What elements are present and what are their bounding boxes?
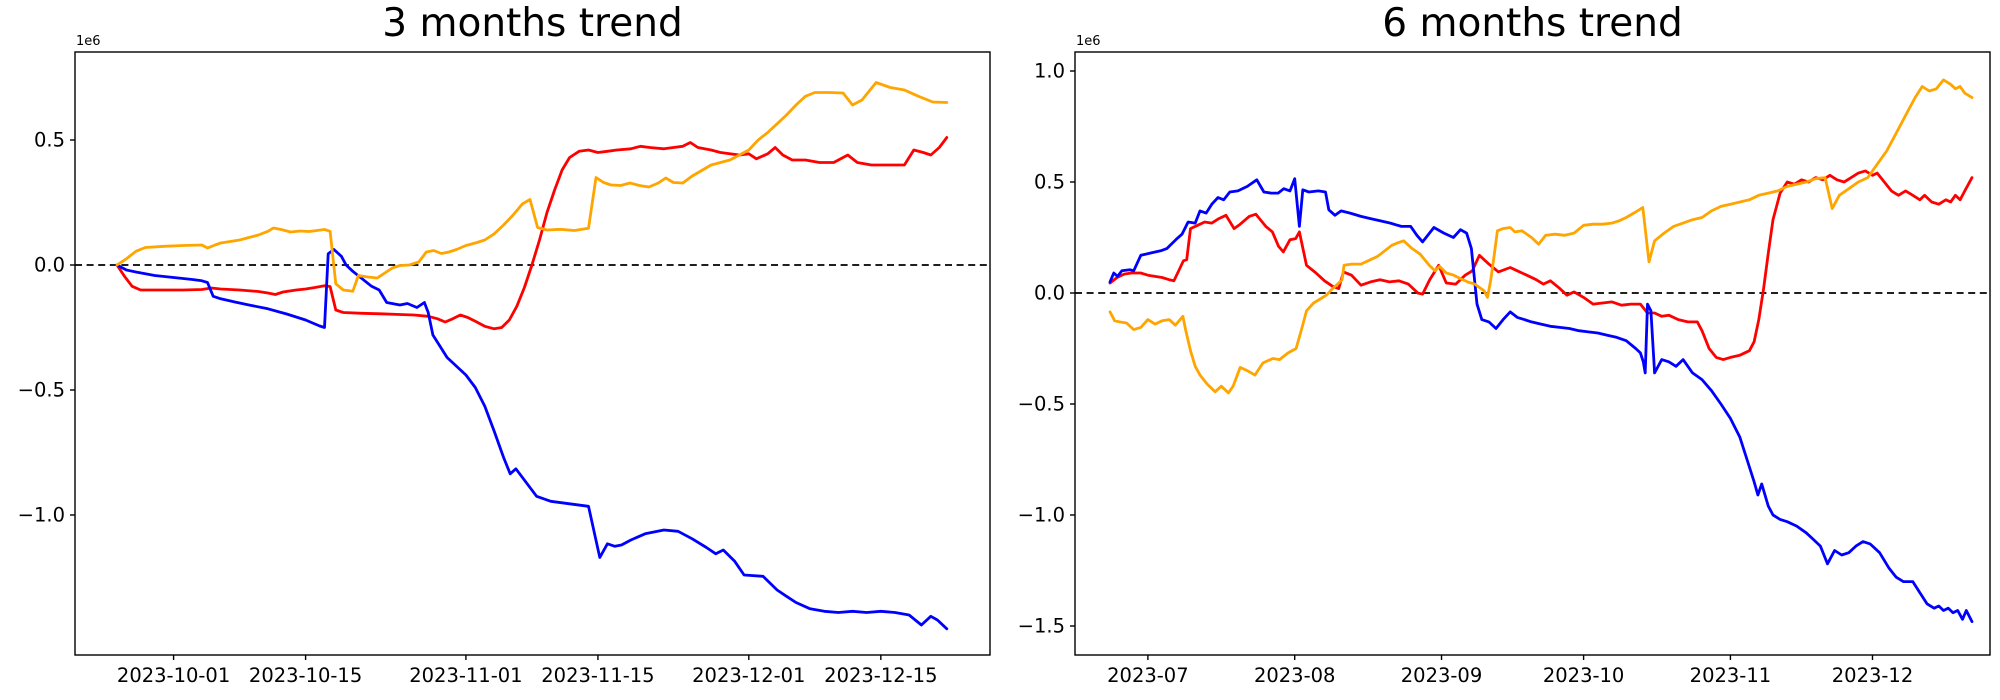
blue-series-line [115,248,949,631]
red-series-line [115,136,949,331]
x-tick-label: 2023-10 [1543,664,1624,687]
y-axis-offset-label: 1e6 [76,34,101,49]
y-axis-offset-label: 1e6 [1076,34,1101,49]
y-tick-label: −1.5 [1018,615,1065,638]
chart-6-months-trend: 6 months trend 1e6 2023-07 2023-08 2023-09… [1000,0,2000,700]
axes-spine [74,51,991,656]
y-tick-label: −1.0 [1018,504,1065,527]
y-tick-label: 0.0 [34,254,65,277]
y-tick-label: −1.0 [18,504,65,527]
y-tick-label: 0.5 [34,129,65,152]
x-tick-label: 2023-08 [1254,664,1335,687]
orange-series-line [1108,78,1974,395]
x-tick-label: 2023-11-01 [409,664,522,687]
chart-canvas-6-months: 2023-07 2023-08 2023-09 2023-10 2023-11 2023-… [1018,51,1991,687]
y-tick-label: −0.5 [18,379,65,402]
x-tick-label: 2023-12-01 [692,664,805,687]
y-tick-label: −0.5 [1018,393,1065,416]
x-tick-label: 2023-09 [1401,664,1482,687]
chart-title: 6 months trend [1382,1,1683,46]
x-tick-label: 2023-12-15 [824,664,937,687]
y-tick-label: 1.0 [1034,60,1065,83]
x-tick-label: 2023-10-01 [117,664,230,687]
x-tick-label: 2023-11 [1690,664,1771,687]
blue-series-line [1108,177,1974,623]
red-series-line [1108,169,1974,362]
y-tick-label: 0.0 [1034,282,1065,305]
x-tick-label: 2023-10-15 [249,664,362,687]
chart-3-months-trend: 3 months trend 1e6 2023-10-01 2023-10-15 2… [18,1,991,687]
x-tick-label: 2023-11-15 [541,664,654,687]
y-tick-label: 0.5 [1034,171,1065,194]
chart-canvas-3-months: 2023-10-01 2023-10-15 2023-11-01 2023-11-15… [18,51,991,687]
x-tick-label: 2023-12 [1832,664,1913,687]
chart-title: 3 months trend [382,1,683,46]
axes-spine [1074,51,1991,656]
orange-series-line [115,81,949,293]
x-tick-label: 2023-07 [1107,664,1188,687]
